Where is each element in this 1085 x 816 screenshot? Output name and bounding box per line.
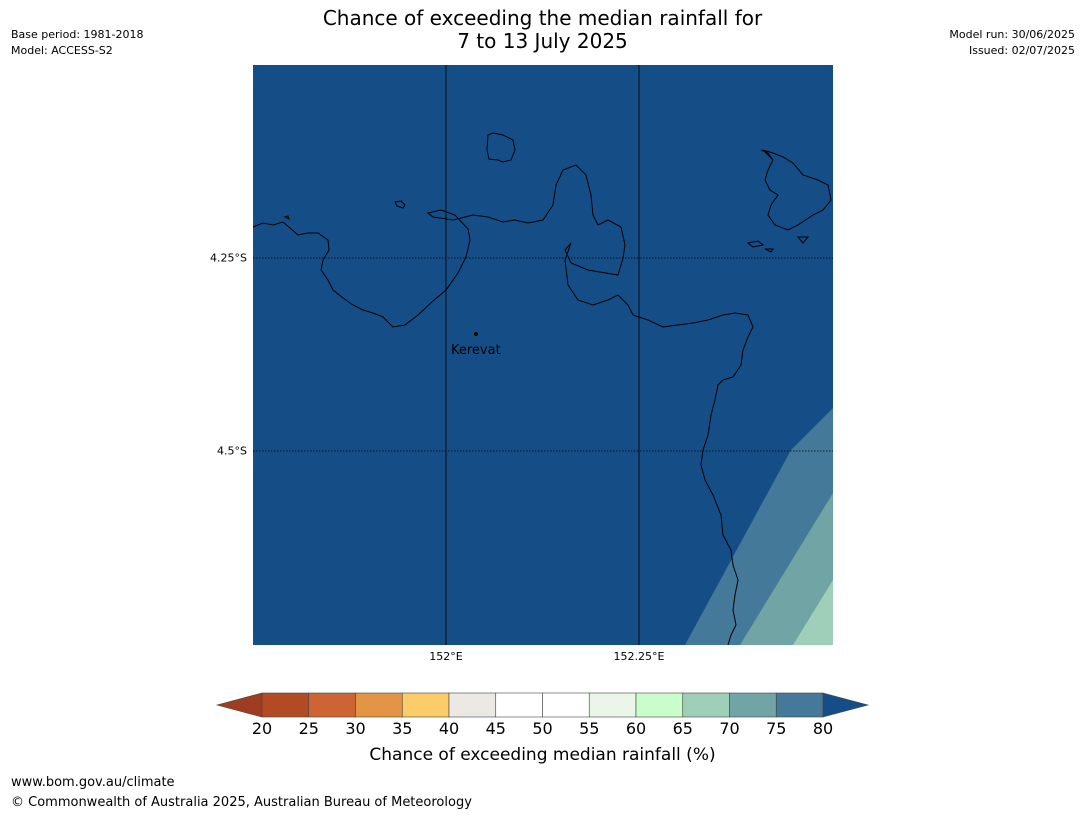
title-line-2: 7 to 13 July 2025	[457, 29, 628, 53]
colorbar-segment	[682, 692, 730, 718]
zone-70-75	[740, 493, 833, 645]
lat-label-4-5: 4.5°S	[217, 444, 247, 458]
colorbar-ticks: 20 25 30 35 40 45 50 55 60 65 70 75 80	[0, 719, 1085, 739]
model-run-text: Model run: 30/06/2025	[949, 28, 1075, 41]
colorbar-segment	[775, 692, 824, 718]
footer-url: www.bom.gov.au/climate	[11, 775, 175, 790]
issued-text: Issued: 02/07/2025	[968, 44, 1075, 57]
colorbar-tick-label: 75	[766, 719, 787, 738]
colorbar-segment	[401, 692, 450, 718]
colorbar-tick-label: 40	[438, 719, 460, 738]
colorbar-tick-label: 80	[812, 719, 834, 738]
chart-title: Chance of exceeding the median rainfall …	[0, 7, 1085, 53]
colorbar-segment	[355, 692, 403, 718]
title-line-1: Chance of exceeding the median rainfall …	[322, 6, 763, 30]
zone-65-70	[793, 580, 833, 645]
base-period-text: Base period: 1981-2018	[11, 28, 144, 41]
colorbar-tick-label: 45	[485, 719, 506, 738]
rainfall-map: Kerevat	[253, 65, 833, 645]
colorbar-segment	[448, 692, 497, 718]
colorbar-tick-label: 65	[672, 719, 693, 738]
colorbar-tick-label: 25	[298, 719, 319, 738]
meta-left: Base period: 1981-2018 Model: ACCESS-S2	[11, 27, 143, 59]
lat-label-4-25: 4.25°S	[210, 251, 247, 265]
coastline	[253, 132, 832, 645]
zone-over-80	[253, 65, 833, 645]
colorbar-segment	[308, 692, 356, 718]
colorbar-tick-label: 20	[251, 719, 273, 738]
kerevat-label: Kerevat	[451, 343, 501, 358]
colorbar-arrow-low	[215, 692, 263, 718]
colorbar-tick-label: 60	[625, 719, 647, 738]
colorbar-segment	[261, 692, 310, 718]
colorbar-segment	[729, 692, 777, 718]
colorbar-arrow-high	[822, 692, 870, 718]
colorbar	[215, 692, 870, 718]
colorbar-segment	[495, 692, 543, 718]
colorbar-tick-label: 50	[532, 719, 553, 738]
colorbar-tick-label: 35	[392, 719, 413, 738]
model-text: Model: ACCESS-S2	[11, 44, 113, 57]
lon-label-152: 152°E	[429, 650, 463, 663]
colorbar-tick-label: 70	[719, 719, 740, 738]
meta-right: Model run: 30/06/2025 Issued: 02/07/2025	[949, 27, 1075, 59]
colorbar-tick-label: 30	[345, 719, 366, 738]
kerevat-marker	[474, 332, 478, 336]
colorbar-segment	[542, 692, 590, 718]
map-canvas	[253, 65, 833, 645]
colorbar-segment	[588, 692, 637, 718]
colorbar-tick-label: 55	[579, 719, 600, 738]
lon-label-152-25: 152.25°E	[613, 650, 665, 663]
footer-copyright: © Commonwealth of Australia 2025, Austra…	[11, 795, 472, 810]
colorbar-label: Chance of exceeding median rainfall (%)	[369, 745, 716, 765]
colorbar-segment	[635, 692, 684, 718]
